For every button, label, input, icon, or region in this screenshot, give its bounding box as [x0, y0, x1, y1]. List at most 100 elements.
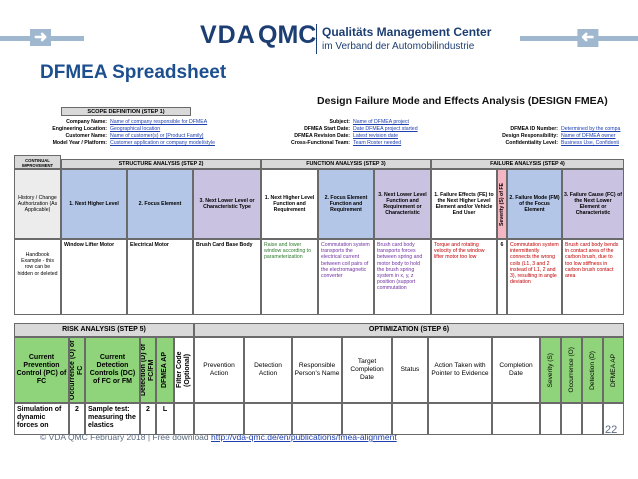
footer: © VDA QMC February 2018 | Free download …: [40, 432, 397, 442]
cell-detection-action[interactable]: [244, 403, 292, 435]
start-date-label: DFMEA Start Date:: [304, 126, 350, 132]
cell-opt-detection[interactable]: [582, 403, 603, 435]
cell-current-detection[interactable]: Sample test: measuring the elastics: [85, 403, 140, 435]
next-lower-level-header: 3. Next Lower Level or Characteristic Ty…: [193, 169, 261, 239]
confidentiality-value: Business Use, Confidenti: [561, 140, 619, 146]
severity-header-text: Severity (S) of FE: [498, 182, 505, 226]
cell-failure-mode[interactable]: Commutation system intermittently connec…: [507, 239, 562, 315]
arrow-left-icon: ➜: [577, 29, 599, 47]
slide-header: ➜ ➜ VDA QMC Qualitäts Management Center …: [0, 0, 638, 75]
filter-code-header-text: Filter Code (Optional): [176, 351, 191, 389]
cell-func-next-lower[interactable]: Brush card body transports forces betwee…: [374, 239, 431, 315]
handbook-note: Handbook Example - this row can be hidde…: [14, 239, 61, 315]
opt-severity-header: Severity (S): [540, 337, 561, 403]
qmc-logo: QMC: [258, 21, 317, 49]
dfmea-ap-header-text: DFMEA AP: [161, 351, 168, 389]
risk-analysis-header: RISK ANALYSIS (STEP 5): [14, 323, 194, 337]
subject-value: Name of DFMEA project: [353, 119, 409, 125]
function-analysis-header: FUNCTION ANALYSIS (STEP 3): [261, 159, 431, 169]
responsible-header: Responsible Person's Name: [292, 337, 342, 403]
design-responsibility-value: Name of DFMEA owner: [561, 133, 616, 139]
dfmea-id-label: DFMEA ID Number:: [510, 126, 558, 132]
vda-logo: VDA: [200, 21, 256, 49]
engineering-location-label: Engineering Location:: [52, 126, 107, 132]
logo-divider: [316, 24, 317, 54]
target-date-header: Target Completion Date: [342, 337, 392, 403]
action-taken-header: Action Taken with Pointer to Evidence: [428, 337, 492, 403]
failure-cause-header: 3. Failure Cause (FC) of the Next Lower …: [562, 169, 624, 239]
cell-current-prevention[interactable]: Simulation of dynamic forces on: [14, 403, 69, 435]
func-next-higher-header: 1. Next Higher Level Function and Requir…: [261, 169, 318, 239]
func-next-lower-header: 3. Next Lower Level Function and Require…: [374, 169, 431, 239]
cell-func-next-higher[interactable]: Raise and lower window according to para…: [261, 239, 318, 315]
opt-severity-header-text: Severity (S): [546, 352, 554, 388]
cell-filter-code[interactable]: [174, 403, 194, 435]
dfmea-spreadsheet: Design Failure Mode and Effects Analysis…: [14, 93, 624, 435]
cell-focus-element[interactable]: Electrical Motor: [127, 239, 193, 315]
dfmea-id-value: Determined by the compa: [561, 126, 621, 132]
optimization-header: OPTIMIZATION (STEP 6): [194, 323, 624, 337]
revision-date-value: Latest revision date: [353, 133, 398, 139]
subject-label: Subject:: [329, 119, 350, 125]
detection-action-header: Detection Action: [244, 337, 292, 403]
company-name-label: Company Name:: [66, 119, 107, 125]
failure-mode-header: 2. Failure Mode (FM) of the Focus Elemen…: [507, 169, 562, 239]
func-focus-header: 2. Focus Element Function and Requiremen…: [318, 169, 374, 239]
opt-detection-header: Detection (D): [582, 337, 603, 403]
team-label: Cross-Functional Team:: [291, 140, 350, 146]
cell-failure-cause[interactable]: Brush card body bends in contact area of…: [562, 239, 624, 315]
opt-occurrence-header: Occurrence (O): [561, 337, 582, 403]
cell-ap[interactable]: L: [156, 403, 174, 435]
cell-severity[interactable]: 6: [497, 239, 507, 315]
model-year-label: Model Year / Platform:: [52, 140, 107, 146]
cell-action-taken[interactable]: [428, 403, 492, 435]
filter-code-header: Filter Code (Optional): [174, 337, 194, 403]
cell-next-lower-level[interactable]: Brush Card Base Body: [193, 239, 261, 315]
page-title: DFMEA Spreadsheet: [40, 62, 227, 83]
org-name: Qualitäts Management Center: [322, 25, 492, 39]
revision-date-label: DFMEA Revision Date:: [294, 133, 350, 139]
company-name-value: Name of company responsible for DFMEA: [110, 119, 208, 125]
dfmea-ap-header: DFMEA AP: [156, 337, 174, 403]
cell-prevention-action[interactable]: [194, 403, 244, 435]
detection-header: Detection (D) of FC/FM: [140, 337, 156, 403]
cell-failure-effects[interactable]: Torque and rotating velocity of the wind…: [431, 239, 497, 315]
cell-opt-severity[interactable]: [540, 403, 561, 435]
cell-func-focus[interactable]: Commutation system transports the electr…: [318, 239, 374, 315]
cell-status[interactable]: [392, 403, 428, 435]
structure-analysis-header: STRUCTURE ANALYSIS (STEP 2): [61, 159, 261, 169]
org-subtitle: im Verband der Automobilindustrie: [322, 41, 475, 52]
start-date-value: Date DFMEA project started: [353, 126, 418, 132]
opt-ap-header-text: DFMEA AP: [609, 353, 617, 387]
page-number: 22: [605, 424, 618, 436]
prevention-action-header: Prevention Action: [194, 337, 244, 403]
team-value: Team Roster needed: [353, 140, 402, 146]
opt-ap-header: DFMEA AP: [603, 337, 624, 403]
detection-header-text: Detection (D) of FC/FM: [140, 343, 155, 397]
current-prevention-header: Current Prevention Control (PC) of FC: [14, 337, 69, 403]
footer-text: © VDA QMC February 2018 | Free download: [40, 432, 211, 442]
form-title: Design Failure Mode and Effects Analysis…: [317, 95, 608, 107]
current-detection-header: Current Detection Controls (DC) of FC or…: [85, 337, 140, 403]
cell-detection[interactable]: 2: [140, 403, 156, 435]
completion-date-header: Completion Date: [492, 337, 540, 403]
next-higher-level-header: 1. Next Higher Level: [61, 169, 127, 239]
cell-completion-date[interactable]: [492, 403, 540, 435]
cell-opt-occurrence[interactable]: [561, 403, 582, 435]
cell-target-date[interactable]: [342, 403, 392, 435]
model-year-value: Customer application or company model/st…: [110, 140, 215, 146]
cell-responsible[interactable]: [292, 403, 342, 435]
cell-occurrence[interactable]: 2: [69, 403, 85, 435]
cell-next-higher-level[interactable]: Window Lifter Motor: [61, 239, 127, 315]
footer-link[interactable]: http://vda-qmc.de/en/publications/fmea-a…: [211, 432, 397, 442]
customer-name-value: Name of customer(s) or [Product Family]: [110, 133, 204, 139]
cell-opt-ap[interactable]: [603, 403, 624, 435]
opt-occurrence-header-text: Occurrence (O): [567, 347, 575, 393]
opt-detection-header-text: Detection (D): [588, 350, 596, 390]
customer-name-label: Customer Name:: [65, 133, 107, 139]
failure-effects-header: 1. Failure Effects (FE) to the Next High…: [431, 169, 497, 239]
occurrence-header-text: Occurrence (O) of FC: [69, 340, 84, 400]
engineering-location-value: Geographical location: [110, 126, 161, 132]
failure-analysis-header: FAILURE ANALYSIS (STEP 4): [431, 159, 624, 169]
focus-element-header: 2. Focus Element: [127, 169, 193, 239]
